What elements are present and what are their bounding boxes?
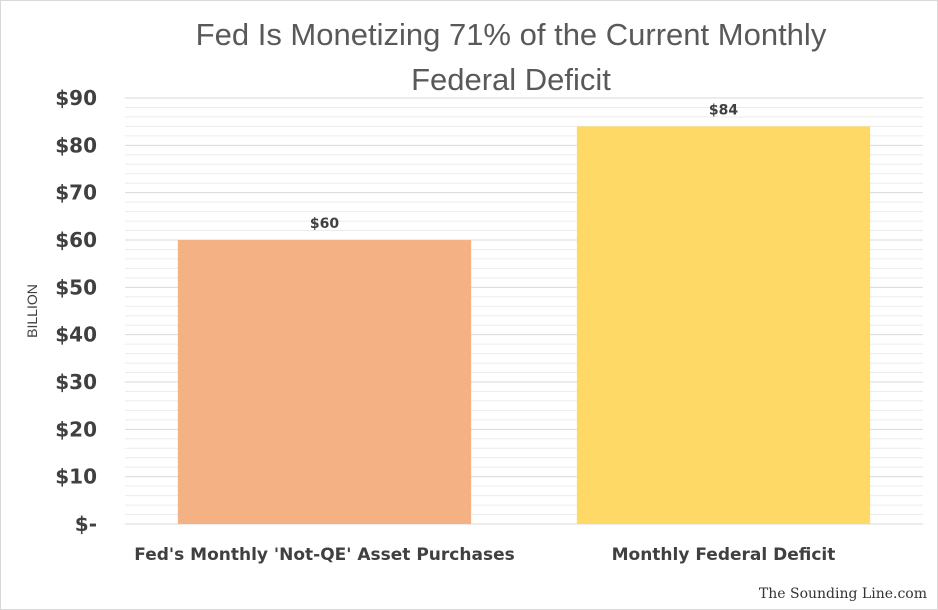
bars — [177, 126, 871, 525]
y-tick-label: $70 — [55, 181, 97, 205]
y-tick-label: $40 — [55, 323, 97, 347]
y-axis-label: BILLION — [24, 284, 40, 338]
y-tick-label: $60 — [55, 228, 97, 252]
chart-title-line-1: Fed Is Monetizing 71% of the Current Mon… — [196, 17, 827, 52]
chart-title-line-2: Federal Deficit — [411, 62, 611, 97]
y-tick-label: $30 — [55, 370, 97, 394]
y-tick-label: $50 — [55, 275, 97, 299]
x-tick-label: Monthly Federal Deficit — [612, 545, 836, 565]
y-tick-label: $90 — [55, 86, 97, 110]
data-labels: $60 $84 — [310, 102, 738, 232]
y-axis-ticks: $- $10 $20 $30 $40 $50 $60 $70 $80 $90 — [55, 86, 97, 536]
data-label: $84 — [709, 102, 738, 118]
x-tick-label: Fed's Monthly 'Not-QE' Asset Purchases — [134, 545, 514, 565]
bar-2 — [576, 126, 871, 525]
x-axis-ticks: Fed's Monthly 'Not-QE' Asset Purchases Mo… — [134, 545, 835, 565]
y-tick-label: $- — [75, 512, 97, 536]
y-tick-label: $80 — [55, 133, 97, 157]
y-tick-label: $20 — [55, 417, 97, 441]
y-tick-label: $10 — [55, 465, 97, 489]
bar-1 — [177, 240, 472, 524]
data-label: $60 — [310, 216, 339, 232]
watermark: The Sounding Line.com — [759, 586, 927, 602]
